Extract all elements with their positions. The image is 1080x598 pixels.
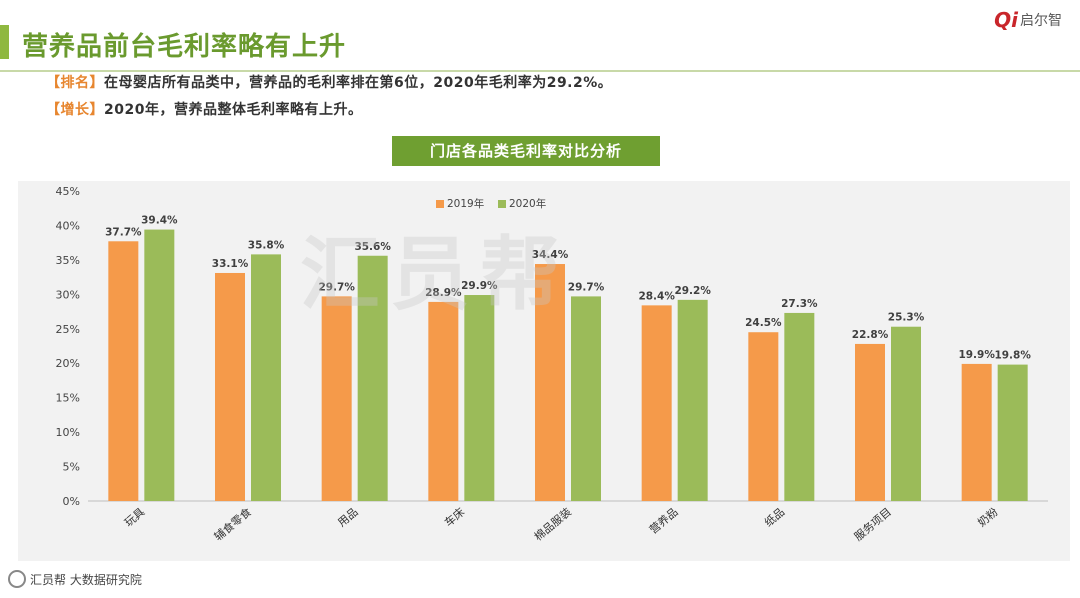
chart-panel: 0% 5% 10% 15% 20% 25% 30% 35% 40% 45% 37.7% 39.4% 玩具… <box>18 181 1070 561</box>
bar-2020 <box>997 364 1028 501</box>
bar-data-label: 19.8% <box>994 350 1031 362</box>
bar-2020 <box>784 312 815 501</box>
title-bar: 营养品前台毛利率略有上升 <box>0 14 1080 72</box>
bar-2019 <box>321 296 352 501</box>
y-tick-label: 20% <box>56 357 80 370</box>
y-tick-label: 15% <box>56 392 80 405</box>
x-category-label: 用品 <box>335 505 360 529</box>
y-tick-label: 45% <box>56 185 80 198</box>
x-category-label: 玩具 <box>122 505 147 529</box>
bar-data-label: 28.4% <box>638 290 675 302</box>
y-tick-label: 10% <box>56 426 80 439</box>
bar-data-label: 34.4% <box>532 249 569 261</box>
summary-growth: 【增长】2020年，营养品整体毛利率略有上升。 <box>46 97 612 124</box>
legend-swatch <box>436 200 444 208</box>
bar-data-label: 22.8% <box>852 329 889 341</box>
summary-block: 【排名】在母婴店所有品类中，营养品的毛利率排在第6位，2020年毛利率为29.2… <box>46 70 612 124</box>
y-tick-label: 35% <box>56 254 80 267</box>
bar-2020 <box>677 299 708 501</box>
bar-2019 <box>215 272 245 501</box>
x-category-label: 服务项目 <box>852 505 894 543</box>
bar-2019 <box>855 343 885 501</box>
y-tick-label: 25% <box>56 323 80 336</box>
summary-ranking-text: 在母婴店所有品类中，营养品的毛利率排在第6位，2020年毛利率为29.2%。 <box>104 75 613 91</box>
bar-data-label: 29.7% <box>568 281 605 293</box>
bar-2020 <box>251 254 281 501</box>
bar-2019 <box>748 332 779 501</box>
bar-data-label: 27.3% <box>781 298 818 310</box>
bar-2020 <box>144 229 175 502</box>
page-title: 营养品前台毛利率略有上升 <box>22 32 347 62</box>
bar-2019 <box>535 264 565 501</box>
bar-data-label: 33.1% <box>212 258 249 270</box>
y-tick-label: 0% <box>63 495 80 508</box>
x-category-label: 奶粉 <box>975 505 1001 530</box>
legend-label: 2019年 <box>447 197 484 210</box>
summary-growth-text: 2020年，营养品整体毛利率略有上升。 <box>104 102 363 118</box>
summary-growth-tag: 【增长】 <box>46 102 104 118</box>
bar-data-label: 25.3% <box>888 312 925 324</box>
legend-label: 2020年 <box>509 197 546 210</box>
bar-2020 <box>891 326 921 501</box>
y-tick-label: 30% <box>56 288 80 301</box>
bar-data-label: 24.5% <box>745 317 782 329</box>
x-category-label: 车床 <box>441 505 467 530</box>
x-category-label: 棉品服装 <box>531 505 574 544</box>
x-category-label: 营养品 <box>646 505 680 537</box>
title-divider <box>0 70 1080 72</box>
x-category-label: 辅食零食 <box>211 505 254 544</box>
bar-2019 <box>108 241 139 501</box>
bar-2020 <box>464 295 495 501</box>
bar-2020 <box>357 255 388 501</box>
footer: 汇员帮 大数据研究院 <box>8 570 142 588</box>
chart-title: 门店各品类毛利率对比分析 <box>392 136 660 166</box>
bar-data-label: 29.7% <box>318 281 355 293</box>
bar-2019 <box>961 363 992 501</box>
bar-2020 <box>571 296 601 501</box>
bar-data-label: 28.9% <box>425 287 462 299</box>
bar-2019 <box>428 301 459 501</box>
bar-2019 <box>641 305 672 501</box>
bar-data-label: 35.6% <box>354 241 391 253</box>
y-tick-label: 5% <box>63 461 80 474</box>
title-accent-bar <box>0 25 9 59</box>
bar-data-label: 19.9% <box>958 349 995 361</box>
bar-data-label: 39.4% <box>141 215 178 227</box>
brand-logo: Qi 启尔智 <box>994 8 1062 32</box>
bar-data-label: 29.2% <box>674 285 711 297</box>
footer-text: 汇员帮 大数据研究院 <box>30 572 142 587</box>
logo-text: 启尔智 <box>1020 13 1062 29</box>
logo-mark: Qi <box>994 8 1018 32</box>
bar-chart: 0% 5% 10% 15% 20% 25% 30% 35% 40% 45% 37.7%39.4% 玩具… <box>56 185 1048 544</box>
y-tick-label: 40% <box>56 219 80 232</box>
x-category-label: 纸品 <box>762 505 787 529</box>
summary-ranking-tag: 【排名】 <box>46 75 104 91</box>
summary-ranking: 【排名】在母婴店所有品类中，营养品的毛利率排在第6位，2020年毛利率为29.2… <box>46 70 612 97</box>
bar-data-label: 29.9% <box>461 280 498 292</box>
bar-data-label: 35.8% <box>248 239 285 251</box>
legend-swatch <box>498 200 506 208</box>
footer-logo-icon <box>8 570 26 588</box>
bar-data-label: 37.7% <box>105 226 142 238</box>
